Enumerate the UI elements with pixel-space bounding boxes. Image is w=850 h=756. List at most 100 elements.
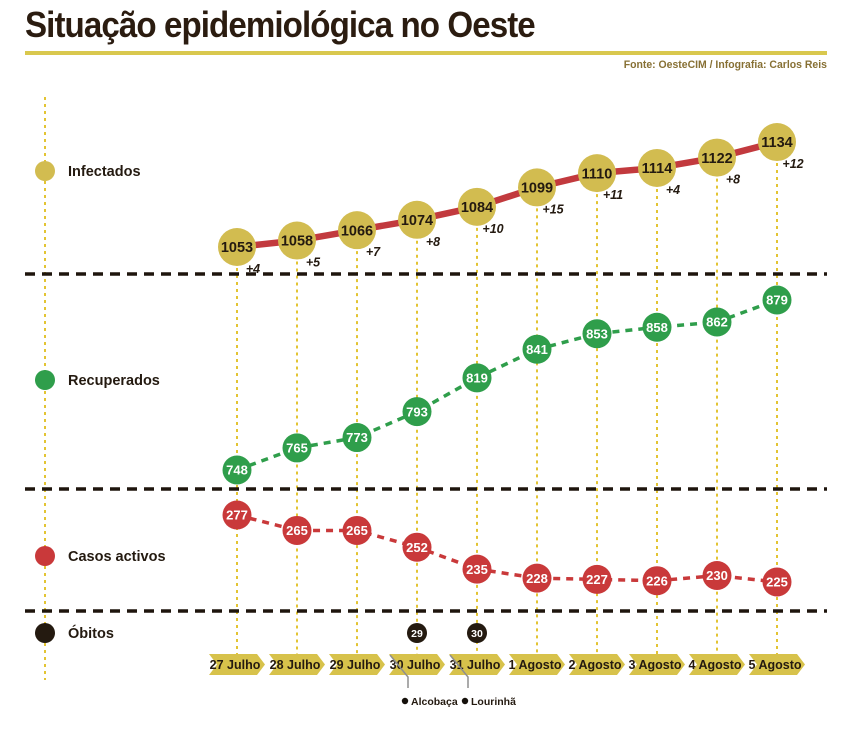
infectados-point (458, 187, 496, 226)
recuperados-trend-line (236, 298, 778, 472)
infectados-point (278, 221, 316, 260)
recuperados-point (582, 319, 612, 349)
legend-swatch-obitos (35, 623, 55, 643)
casos-activos-value: 265 (346, 523, 368, 538)
obitos-point (407, 623, 427, 643)
infectados-point (698, 138, 736, 177)
casos-activos-point (462, 554, 492, 584)
date-banner (509, 654, 565, 675)
casos-activos-point (702, 561, 732, 591)
obitos-point (467, 623, 487, 643)
date-label: 2 Agosto (568, 658, 621, 672)
infectados-delta: +8 (726, 173, 740, 187)
casos-activos-point (582, 564, 612, 594)
infectados-delta: +8 (426, 235, 440, 249)
date-label: 4 Agosto (688, 658, 741, 672)
casos-activos-point (642, 566, 672, 596)
casos-activos-point (762, 567, 792, 597)
date-banner (689, 654, 745, 675)
date-label: 3 Agosto (628, 658, 681, 672)
recuperados-point (462, 363, 492, 393)
recuperados-value: 879 (766, 293, 788, 308)
date-banner (629, 654, 685, 675)
infectados-value: 1114 (642, 161, 673, 177)
recuperados-point (402, 397, 432, 427)
casos-activos-point (222, 500, 252, 530)
infectados-point (638, 148, 676, 187)
infectados-value: 1066 (341, 223, 373, 239)
recuperados-value: 853 (586, 326, 608, 341)
date-label: 31 Julho (450, 658, 501, 672)
infectados-point (398, 200, 436, 239)
casos-activos-value: 227 (586, 572, 608, 587)
annotation-connector (449, 654, 469, 688)
recuperados-point (642, 312, 672, 342)
infectados-point (338, 211, 376, 250)
casos-activos-value: 277 (226, 508, 248, 523)
annotation-bullet (401, 697, 409, 705)
legend-swatch-recuperados (35, 370, 55, 390)
casos-activos-point (282, 515, 312, 545)
infectados-delta: +5 (306, 256, 321, 270)
infectados-point (218, 228, 256, 266)
recuperados-value: 773 (346, 430, 368, 445)
recuperados-value: 819 (466, 371, 488, 386)
annotation-label: Lourinhã (471, 696, 516, 708)
obitos-value: 29 (411, 628, 423, 640)
annotation-label: Alcobaça (411, 696, 458, 708)
date-label: 27 Julho (210, 658, 261, 672)
infectados-delta: +4 (246, 262, 260, 276)
casos-activos-point (342, 515, 372, 545)
casos-activos-point (522, 563, 552, 593)
recuperados-value: 748 (226, 463, 248, 478)
recuperados-point (342, 423, 372, 453)
date-label: 30 Julho (390, 658, 441, 672)
date-label: 1 Agosto (508, 658, 561, 672)
casos-activos-value: 228 (526, 571, 548, 586)
page-title: Situação epidemiológica no Oeste (25, 4, 536, 45)
infectados-value: 1084 (461, 200, 493, 216)
infectados-value: 1134 (761, 135, 792, 151)
casos-activos-value: 252 (406, 540, 428, 555)
infectados-value: 1122 (701, 151, 732, 167)
infectados-value: 1110 (582, 166, 613, 182)
annotation-bullet (461, 697, 469, 705)
infectados-delta: +12 (782, 157, 803, 171)
infectados-delta: +10 (482, 222, 503, 236)
infectados-delta: +15 (542, 202, 564, 216)
infectados-point (518, 168, 556, 207)
casos-activos-value: 235 (466, 562, 488, 577)
infectados-value: 1058 (281, 234, 313, 250)
date-banner (209, 654, 265, 675)
casos-activos-value: 230 (706, 568, 728, 583)
recuperados-value: 858 (646, 320, 668, 335)
legend-label-recuperados: Recuperados (68, 373, 160, 389)
recuperados-point (522, 334, 552, 364)
legend-label-casos-activos: Casos activos (68, 549, 166, 565)
recuperados-value: 862 (706, 315, 728, 330)
infectados-value: 1099 (521, 181, 553, 197)
recuperados-value: 793 (406, 404, 428, 419)
infectados-delta: +7 (366, 245, 381, 259)
infectados-point (758, 123, 796, 162)
infectados-delta: +4 (666, 183, 680, 197)
casos-activos-value: 226 (646, 573, 668, 588)
date-label: 29 Julho (330, 658, 381, 672)
recuperados-point (222, 455, 252, 485)
recuperados-point (702, 307, 732, 337)
legend-swatch-infectados (35, 161, 55, 181)
date-banner (569, 654, 625, 675)
date-label: 28 Julho (270, 658, 321, 672)
infectados-point (578, 154, 616, 193)
infectados-trend-line (236, 138, 778, 251)
recuperados-point (282, 433, 312, 463)
date-banner (749, 654, 805, 675)
obitos-value: 30 (471, 628, 483, 640)
casos-activos-point (402, 532, 432, 562)
date-banner (329, 654, 385, 675)
legend-swatch-casos-activos (35, 546, 55, 566)
infectados-delta: +11 (603, 188, 623, 202)
casos-activos-value: 225 (766, 575, 788, 590)
